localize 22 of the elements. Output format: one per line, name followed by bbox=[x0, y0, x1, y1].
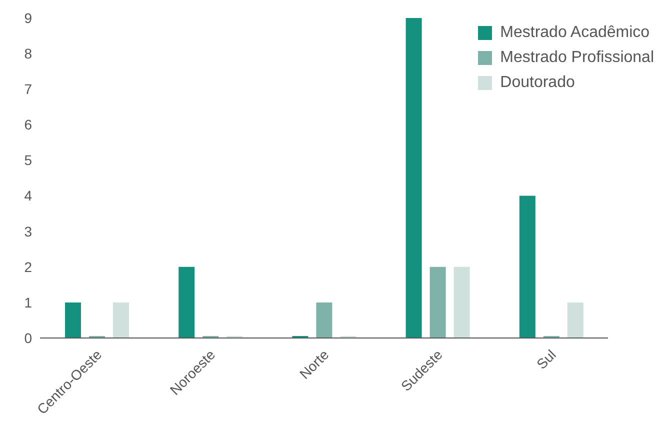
y-tick-label: 3 bbox=[24, 223, 32, 240]
y-tick-label: 7 bbox=[24, 81, 32, 98]
bar bbox=[430, 266, 446, 338]
bar bbox=[454, 266, 470, 338]
y-tick-label: 1 bbox=[24, 294, 32, 310]
y-tick-label: 0 bbox=[24, 330, 32, 346]
legend-label: Doutorado bbox=[500, 73, 575, 93]
y-tick-label: 2 bbox=[24, 258, 32, 275]
bar bbox=[178, 266, 195, 338]
y-tick-label: 9 bbox=[24, 10, 32, 26]
legend-label: Mestrado Acadêmico bbox=[500, 23, 650, 43]
bar bbox=[64, 302, 81, 338]
y-tick-label: 6 bbox=[24, 116, 32, 133]
y-tick-label: 4 bbox=[24, 188, 32, 204]
bar bbox=[567, 302, 584, 338]
x-tick-label: Sul bbox=[533, 346, 559, 372]
bar bbox=[112, 302, 129, 338]
bar bbox=[316, 302, 332, 338]
bar bbox=[519, 196, 536, 338]
y-tick-label: 5 bbox=[24, 152, 32, 168]
legend-label: Mestrado Profissional bbox=[500, 48, 654, 68]
y-tick-label: 8 bbox=[24, 46, 32, 62]
